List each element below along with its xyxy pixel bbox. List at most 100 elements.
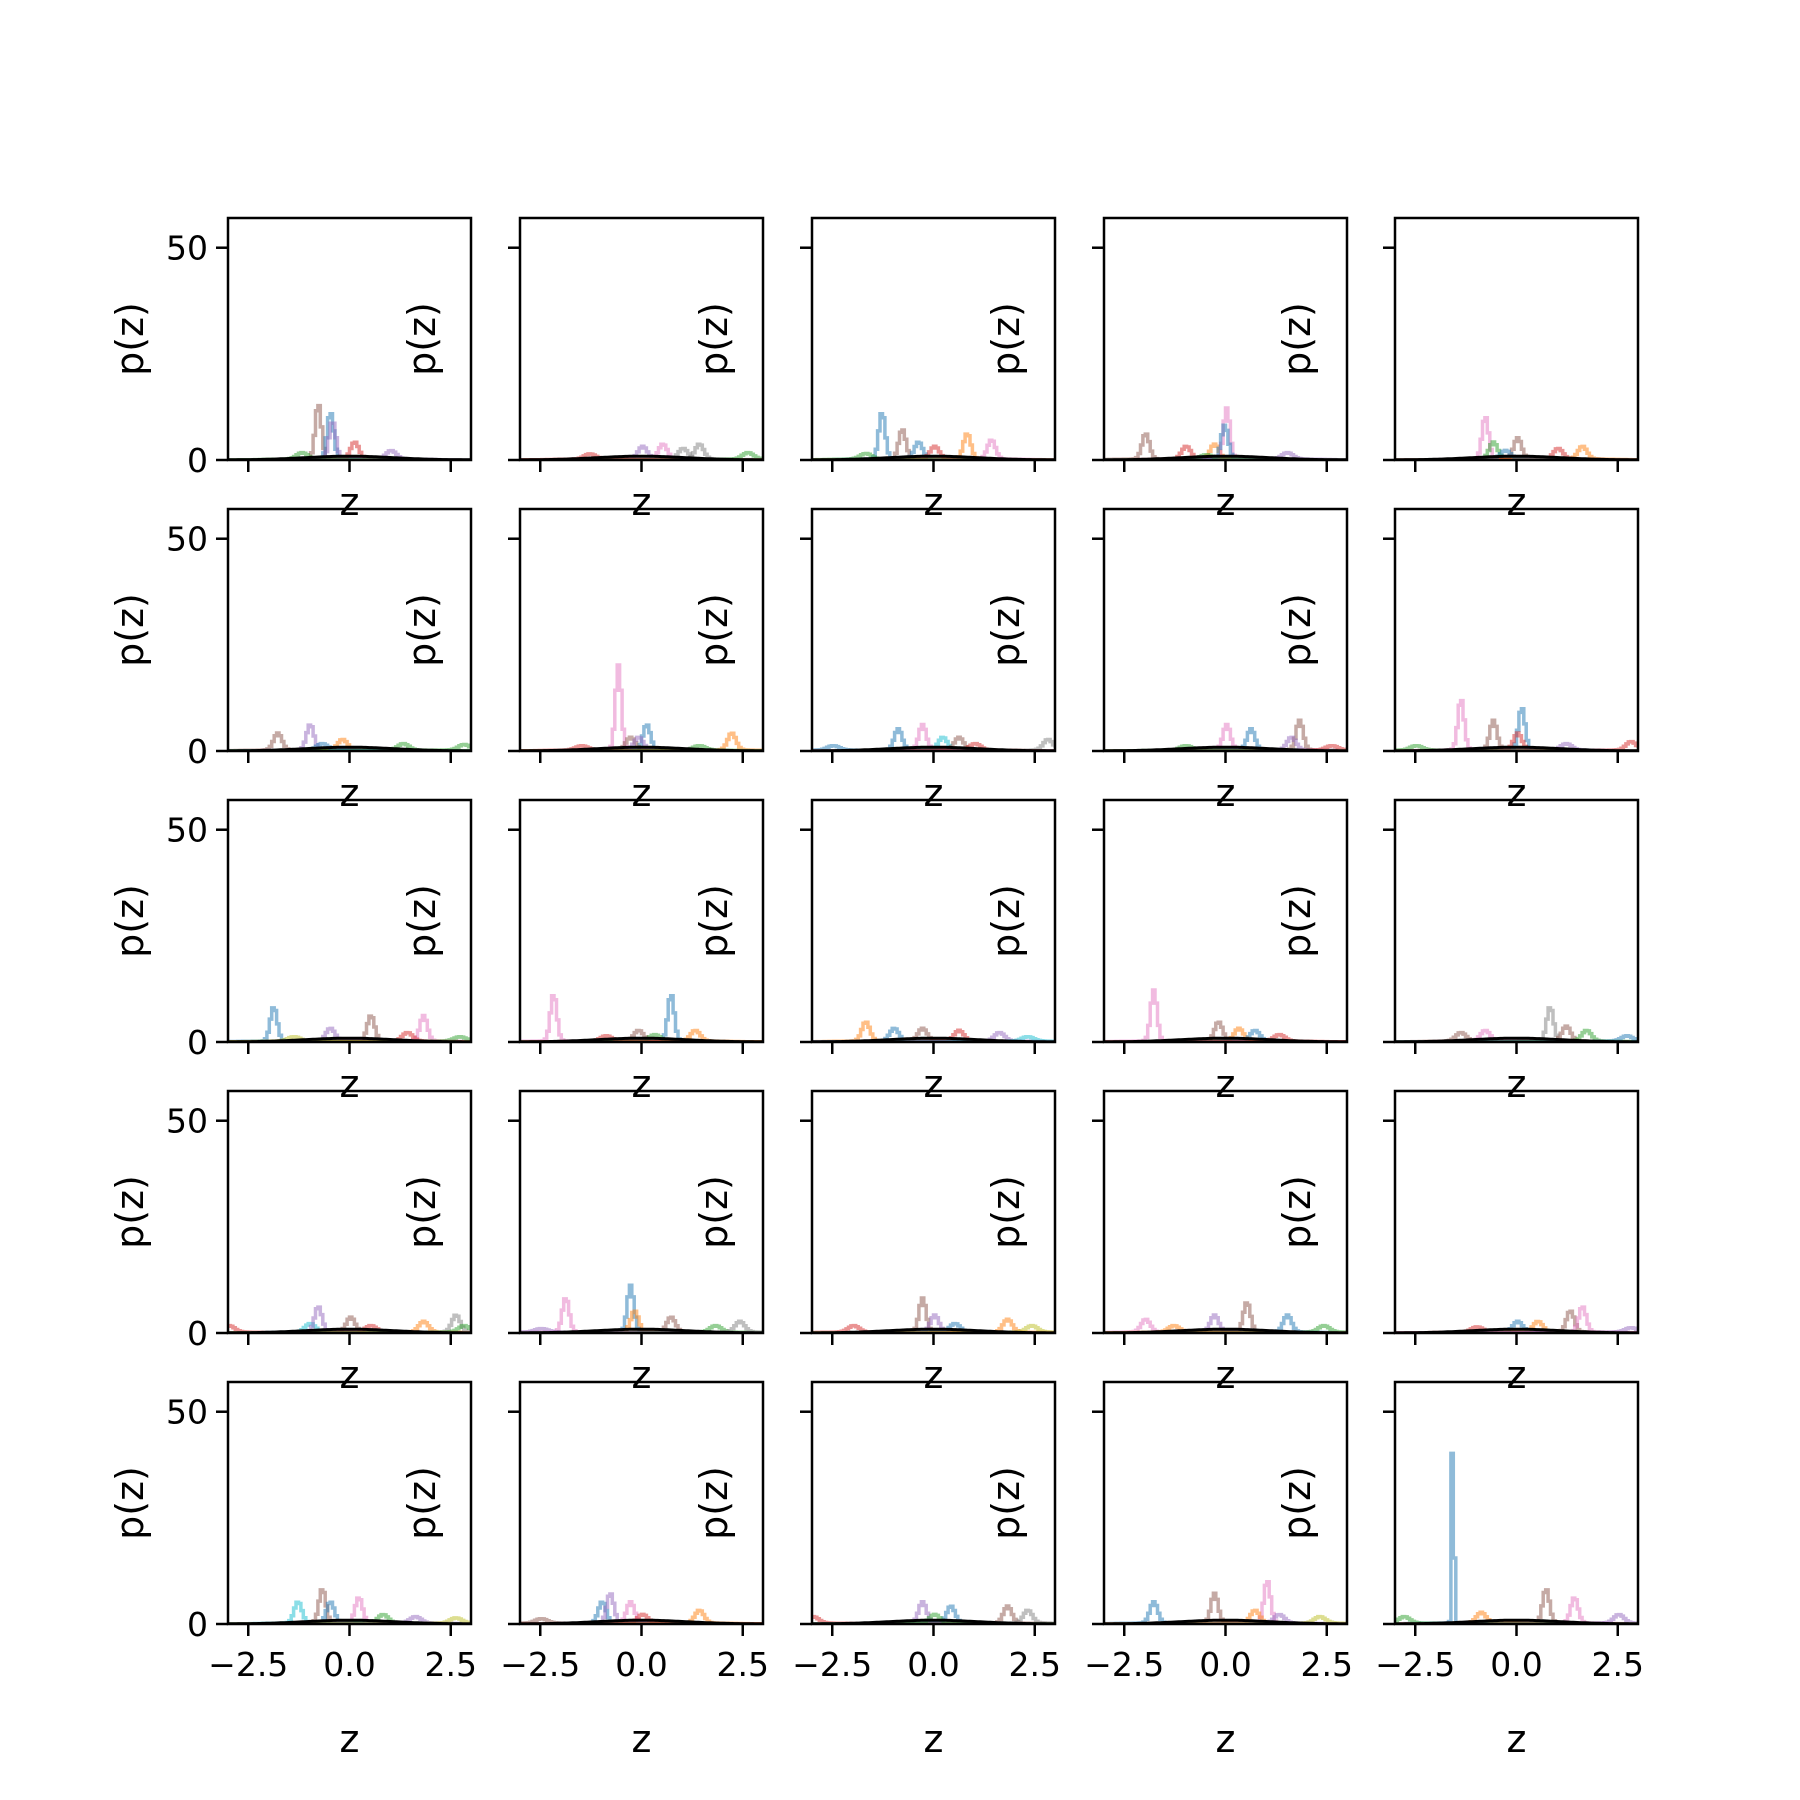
subplot-10: p(z) z bbox=[1275, 507, 1640, 815]
plot-area bbox=[812, 411, 1055, 460]
y-tick-label: 50 bbox=[166, 520, 208, 559]
x-tick-label: 2.5 bbox=[425, 1645, 477, 1684]
x-axis-label: z bbox=[1216, 1353, 1236, 1397]
x-tick-label: 2.5 bbox=[1301, 1645, 1353, 1684]
plot-area bbox=[812, 1296, 1055, 1333]
y-axis-label: p(z) bbox=[984, 884, 1028, 958]
y-axis-label: p(z) bbox=[1275, 593, 1319, 667]
y-axis-label: p(z) bbox=[692, 302, 736, 376]
axes-frame bbox=[1393, 798, 1640, 1044]
x-axis-label: z bbox=[1507, 480, 1527, 524]
subplot-8: p(z) z bbox=[692, 507, 1057, 815]
y-axis-label: p(z) bbox=[1275, 1466, 1319, 1540]
plot-area bbox=[1104, 406, 1347, 460]
subplot-9: p(z) z bbox=[984, 507, 1349, 815]
plot-area bbox=[520, 442, 763, 460]
x-tick-label: 0.0 bbox=[907, 1645, 959, 1684]
subplot-5: p(z) z bbox=[1275, 216, 1640, 524]
x-tick-label: 2.5 bbox=[717, 1645, 769, 1684]
x-axis-label: z bbox=[340, 1717, 360, 1761]
y-tick-label: 0 bbox=[187, 1023, 208, 1062]
y-axis-label: p(z) bbox=[692, 884, 736, 958]
series-line bbox=[1104, 1580, 1347, 1624]
x-tick-label: 0.0 bbox=[323, 1645, 375, 1684]
subplot-12: p(z) z bbox=[400, 798, 765, 1106]
y-axis-label: p(z) bbox=[1275, 302, 1319, 376]
plot-area bbox=[520, 1592, 763, 1624]
y-axis-label: p(z) bbox=[984, 1175, 1028, 1249]
x-axis-label: z bbox=[1216, 771, 1236, 815]
series-line bbox=[1395, 1451, 1638, 1624]
subplot-19: p(z) z bbox=[984, 1089, 1349, 1397]
y-tick-label: 50 bbox=[166, 811, 208, 850]
plot-area bbox=[1395, 698, 1638, 751]
x-axis-label: z bbox=[632, 480, 652, 524]
x-axis-label: z bbox=[340, 1353, 360, 1397]
x-axis-label: z bbox=[1216, 1062, 1236, 1106]
subplot-11: 0 50 p(z) z bbox=[108, 798, 473, 1106]
subplot-18: p(z) z bbox=[692, 1089, 1057, 1397]
subplot-16: 0 50 p(z) z bbox=[108, 1089, 473, 1397]
x-axis-label: z bbox=[924, 1062, 944, 1106]
y-axis-label: p(z) bbox=[108, 1466, 152, 1540]
subplot-7: p(z) z bbox=[400, 507, 765, 815]
plot-area bbox=[1104, 718, 1347, 751]
y-axis-label: p(z) bbox=[400, 593, 444, 667]
plot-area bbox=[1104, 1580, 1347, 1624]
y-axis-label: p(z) bbox=[692, 1175, 736, 1249]
x-tick-label: 0.0 bbox=[1490, 1645, 1542, 1684]
x-axis-label: z bbox=[1507, 771, 1527, 815]
y-axis-label: p(z) bbox=[108, 302, 152, 376]
x-axis-label: z bbox=[340, 480, 360, 524]
x-axis-label: z bbox=[340, 771, 360, 815]
x-axis-label: z bbox=[924, 480, 944, 524]
subplot-14: p(z) z bbox=[984, 798, 1349, 1106]
y-axis-label: p(z) bbox=[984, 1466, 1028, 1540]
x-tick-label: 0.0 bbox=[615, 1645, 667, 1684]
series-line bbox=[1395, 707, 1638, 751]
plot-area bbox=[228, 1305, 471, 1333]
subplot-21: 0 50 −2.5 0.0 2.5 p(z) z bbox=[108, 1380, 477, 1761]
plot-area bbox=[1395, 1451, 1638, 1624]
y-tick-label: 50 bbox=[166, 229, 208, 268]
y-axis-label: p(z) bbox=[108, 593, 152, 667]
y-tick-label: 0 bbox=[187, 441, 208, 480]
axes-frame bbox=[1393, 1380, 1640, 1626]
plot-area bbox=[1395, 1305, 1638, 1333]
subplot-17: p(z) z bbox=[400, 1089, 765, 1397]
subplot-25: −2.5 0.0 2.5 p(z) z bbox=[1275, 1380, 1644, 1761]
subplot-grid: 050p(z)zp(z)zp(z)zp(z)zp(z)z050p(z)zp(z)… bbox=[108, 216, 1644, 1761]
x-axis-label: z bbox=[632, 771, 652, 815]
y-axis-label: p(z) bbox=[984, 593, 1028, 667]
x-axis-label: z bbox=[632, 1062, 652, 1106]
y-axis-label: p(z) bbox=[1275, 1175, 1319, 1249]
subplot-15: p(z) z bbox=[1275, 798, 1640, 1106]
plot-area bbox=[1395, 1006, 1638, 1042]
subplot-24: −2.5 0.0 2.5 p(z) z bbox=[984, 1380, 1353, 1761]
y-axis-label: p(z) bbox=[108, 884, 152, 958]
y-tick-label: 0 bbox=[187, 1605, 208, 1644]
x-axis-label: z bbox=[632, 1353, 652, 1397]
y-tick-label: 0 bbox=[187, 1314, 208, 1353]
x-tick-label: −2.5 bbox=[1084, 1645, 1164, 1684]
x-tick-label: −2.5 bbox=[1375, 1645, 1455, 1684]
x-axis-label: z bbox=[1507, 1062, 1527, 1106]
y-tick-label: 50 bbox=[166, 1102, 208, 1141]
x-axis-label: z bbox=[924, 1717, 944, 1761]
subplot-2: p(z) z bbox=[400, 216, 765, 524]
y-tick-label: 0 bbox=[187, 732, 208, 771]
plot-area bbox=[228, 1006, 471, 1042]
plot-area bbox=[1104, 1301, 1347, 1333]
y-axis-label: p(z) bbox=[400, 1466, 444, 1540]
y-axis-label: p(z) bbox=[1275, 884, 1319, 958]
x-tick-label: 2.5 bbox=[1592, 1645, 1644, 1684]
subplot-13: p(z) z bbox=[692, 798, 1057, 1106]
plot-area bbox=[520, 993, 763, 1042]
subplot-20: p(z) z bbox=[1275, 1089, 1640, 1397]
subplot-4: p(z) z bbox=[984, 216, 1349, 524]
x-tick-label: −2.5 bbox=[500, 1645, 580, 1684]
plot-area bbox=[228, 403, 471, 460]
plot-area bbox=[812, 1599, 1055, 1624]
subplot-6: 0 50 p(z) z bbox=[108, 507, 473, 815]
